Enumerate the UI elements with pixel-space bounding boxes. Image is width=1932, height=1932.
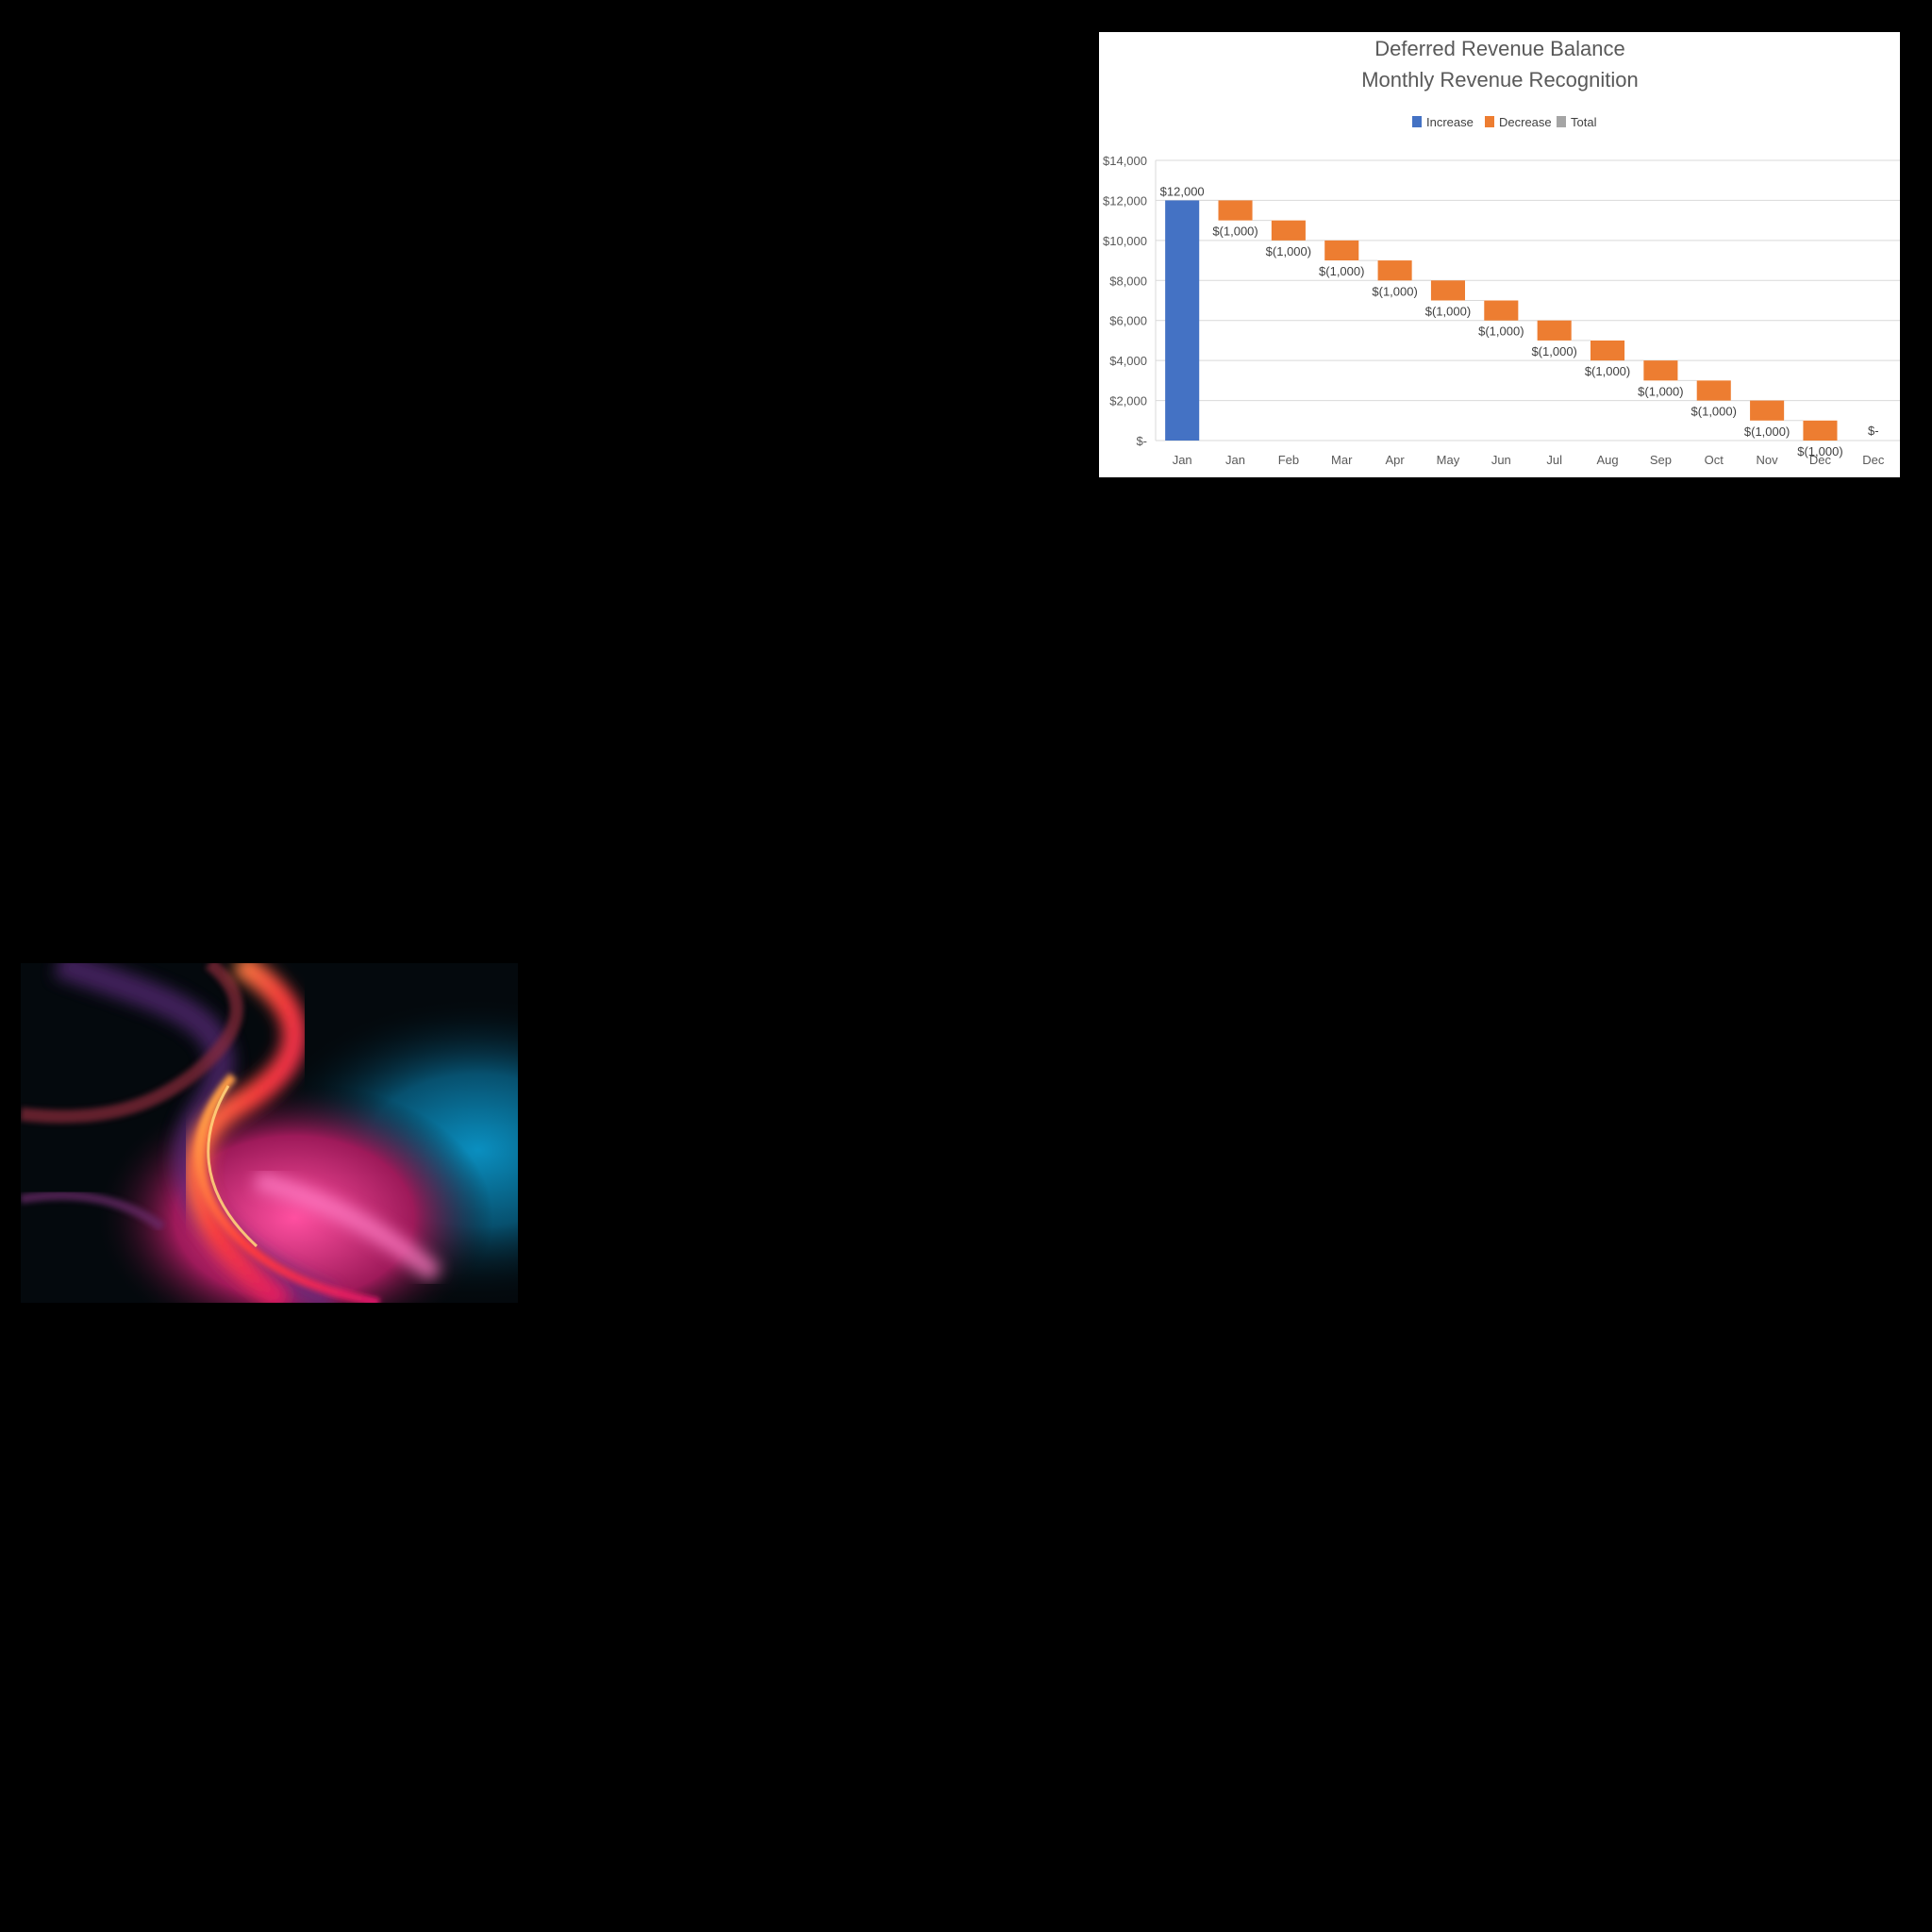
bar-decrease: [1803, 420, 1838, 441]
bar-decrease: [1430, 280, 1465, 301]
data-label: $(1,000): [1212, 225, 1257, 239]
bar-increase: [1165, 200, 1200, 441]
chart-legend: Increase Decrease Total: [1412, 115, 1597, 129]
legend-item-decrease: Decrease: [1485, 115, 1552, 129]
bar-decrease: [1484, 300, 1519, 321]
data-label: $(1,000): [1797, 444, 1842, 458]
y-tick-label: $6,000: [1109, 314, 1147, 328]
data-label: $(1,000): [1372, 284, 1417, 298]
x-tick-label: Jun: [1491, 453, 1511, 467]
bars: $12,000 $(1,000) $(1,000) $(1,000) $(1,000) $…: [1160, 184, 1879, 458]
y-tick-label: $2,000: [1109, 394, 1147, 408]
x-tick-label: Dec: [1809, 453, 1832, 467]
y-tick-label: $12,000: [1103, 193, 1147, 208]
x-axis: Jan Jan Feb Mar Apr May Jun Jul Aug Sep Oct Nov Dec D…: [1173, 453, 1885, 467]
data-label: $-: [1868, 424, 1879, 438]
legend-swatch: [1485, 116, 1494, 127]
chart-title: Deferred Revenue Balance: [1374, 37, 1624, 60]
x-tick-label: Aug: [1596, 453, 1618, 467]
bar-decrease: [1271, 220, 1306, 241]
data-label: $(1,000): [1478, 325, 1524, 339]
legend-item-total: Total: [1557, 115, 1597, 129]
bar-decrease: [1750, 400, 1785, 421]
x-tick-label: Dec: [1862, 453, 1885, 467]
legend-label: Increase: [1426, 115, 1474, 129]
y-tick-label: $4,000: [1109, 354, 1147, 368]
data-label: $(1,000): [1691, 405, 1737, 419]
data-label: $(1,000): [1531, 344, 1576, 358]
x-tick-label: Oct: [1705, 453, 1724, 467]
y-axis: $- $2,000 $4,000 $6,000 $8,000 $10,000 $12,000…: [1103, 154, 1147, 448]
gridlines: [1155, 159, 1900, 441]
x-tick-label: Jan: [1225, 453, 1245, 467]
data-label: $(1,000): [1266, 244, 1311, 258]
x-tick-label: Mar: [1331, 453, 1353, 467]
bar-decrease: [1324, 240, 1359, 261]
data-label: $(1,000): [1744, 425, 1790, 439]
y-tick-label: $-: [1136, 434, 1147, 448]
abstract-swirl-image: [21, 963, 518, 1303]
bar-decrease: [1218, 200, 1253, 221]
x-tick-label: Jul: [1546, 453, 1562, 467]
legend-label: Total: [1571, 115, 1597, 129]
data-label: $(1,000): [1425, 305, 1471, 319]
y-tick-label: $10,000: [1103, 234, 1147, 248]
x-tick-label: Nov: [1757, 453, 1779, 467]
legend-label: Decrease: [1499, 115, 1552, 129]
data-label: $12,000: [1160, 184, 1205, 198]
chart-panel: Deferred Revenue Balance Monthly Revenue…: [1099, 32, 1900, 477]
bar-decrease: [1377, 260, 1412, 281]
x-tick-label: Feb: [1278, 453, 1299, 467]
x-tick-label: May: [1437, 453, 1460, 467]
bar-decrease: [1643, 360, 1678, 381]
chart-subtitle: Monthly Revenue Recognition: [1361, 68, 1639, 92]
legend-swatch: [1557, 116, 1566, 127]
data-label: $(1,000): [1319, 264, 1364, 278]
x-tick-label: Apr: [1385, 453, 1405, 467]
y-tick-label: $8,000: [1109, 274, 1147, 288]
waterfall-chart: Deferred Revenue Balance Monthly Revenue…: [1103, 37, 1900, 467]
bar-decrease: [1591, 340, 1625, 361]
data-label: $(1,000): [1638, 384, 1683, 398]
bar-decrease: [1696, 380, 1731, 401]
x-tick-label: Jan: [1173, 453, 1192, 467]
y-tick-label: $14,000: [1103, 154, 1147, 168]
x-tick-label: Sep: [1650, 453, 1672, 467]
legend-item-increase: Increase: [1412, 115, 1474, 129]
data-label: $(1,000): [1585, 364, 1630, 378]
bar-decrease: [1537, 320, 1572, 341]
legend-swatch: [1412, 116, 1422, 127]
